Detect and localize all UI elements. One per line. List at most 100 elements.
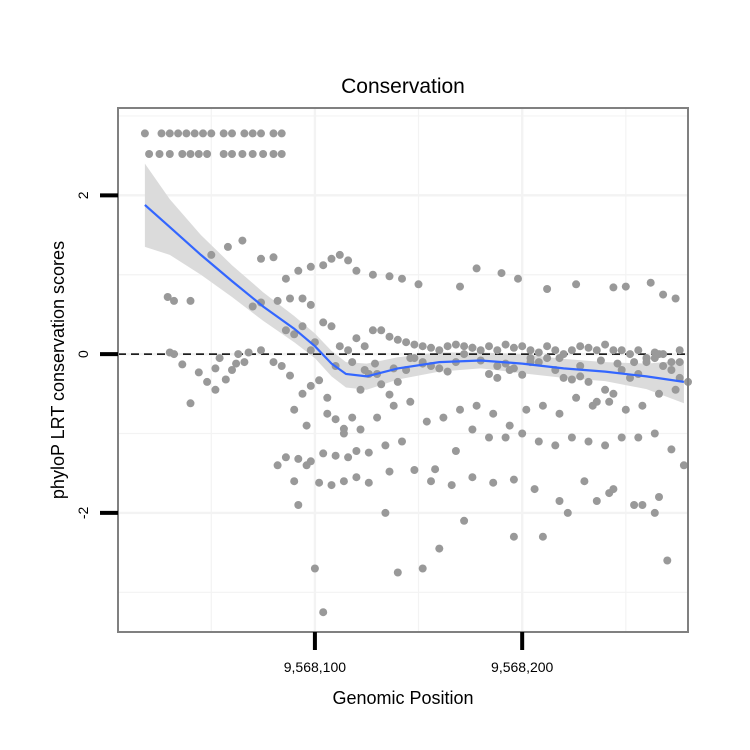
data-point [327,322,336,331]
data-point [638,401,647,410]
data-point [435,544,444,553]
data-point [221,375,230,384]
data-point [485,370,493,378]
y-axis: -2 0 2 [75,191,118,519]
smooth-fit-line [144,204,685,383]
data-point [655,350,663,359]
data-point [418,342,427,351]
data-point [468,425,477,434]
data-point [327,254,336,263]
chart-title: Conservation [341,75,465,98]
data-point [352,334,361,343]
data-point [344,346,353,355]
data-point [368,270,377,279]
data-point [601,441,610,450]
data-point [203,377,212,386]
data-point [584,343,593,352]
data-point [646,278,655,287]
data-point [339,429,348,438]
data-point [228,366,236,374]
data-point [538,532,547,541]
data-point [659,362,668,370]
data-point [207,250,216,259]
data-point [626,350,634,359]
data-point [277,362,286,370]
y-axis-title: phyloP LRT conservation scores [48,241,68,499]
data-point [165,129,174,138]
data-point [360,366,369,374]
data-point [485,342,493,351]
data-point [489,409,498,418]
data-point [572,393,581,402]
data-point [451,447,460,455]
grid-lines [118,108,688,632]
data-point [286,294,294,303]
data-point [356,425,365,434]
data-point [563,508,572,517]
data-point [659,290,668,299]
data-point [190,129,199,138]
data-point [472,401,481,410]
data-point [385,332,394,341]
data-point [638,501,647,509]
data-point [679,461,688,470]
data-point [219,129,228,138]
data-point [402,338,411,347]
data-point [456,405,464,414]
data-point [675,358,684,367]
data-point [655,389,663,398]
data-point [174,129,183,138]
data-point [290,330,299,339]
data-point [393,377,402,386]
data-point [294,454,303,463]
data-point [609,485,618,494]
data-point [244,348,253,357]
data-point [435,364,444,373]
data-point [269,358,278,367]
data-point [472,264,481,273]
data-point [238,150,247,158]
data-point [406,354,415,363]
data-point [534,437,543,446]
data-point [323,393,332,402]
data-point [580,477,589,486]
data-point [319,261,328,270]
data-point [443,342,452,351]
data-point [381,508,390,517]
data-point [269,129,278,138]
data-point [655,493,663,501]
data-point [277,150,286,158]
data-point [526,346,535,355]
x-tick-label: 9,568,200 [491,659,553,675]
data-point [530,485,539,494]
data-point [398,274,406,283]
data-point [572,280,581,289]
data-point [675,346,684,355]
data-point [592,497,601,505]
data-point [155,150,164,158]
data-point [630,501,639,509]
data-point [306,300,315,309]
data-point [178,150,187,158]
data-point [364,478,373,487]
data-point [248,302,257,311]
data-point [497,269,506,278]
data-point [427,343,435,352]
data-point [281,274,290,283]
data-point [348,413,357,422]
data-point [617,366,626,374]
y-tick-label: 0 [75,350,91,358]
data-point [319,608,328,617]
data-point [667,445,676,454]
data-point [385,390,394,399]
x-axis: 9,568,100 9,568,200 [284,632,554,675]
y-tick-label: 2 [75,191,91,199]
data-point [339,477,348,486]
panel-border [117,107,689,633]
data-point [650,508,659,517]
data-point [460,516,469,525]
data-point [273,296,282,305]
data-point [327,481,336,490]
data-point [259,150,268,158]
